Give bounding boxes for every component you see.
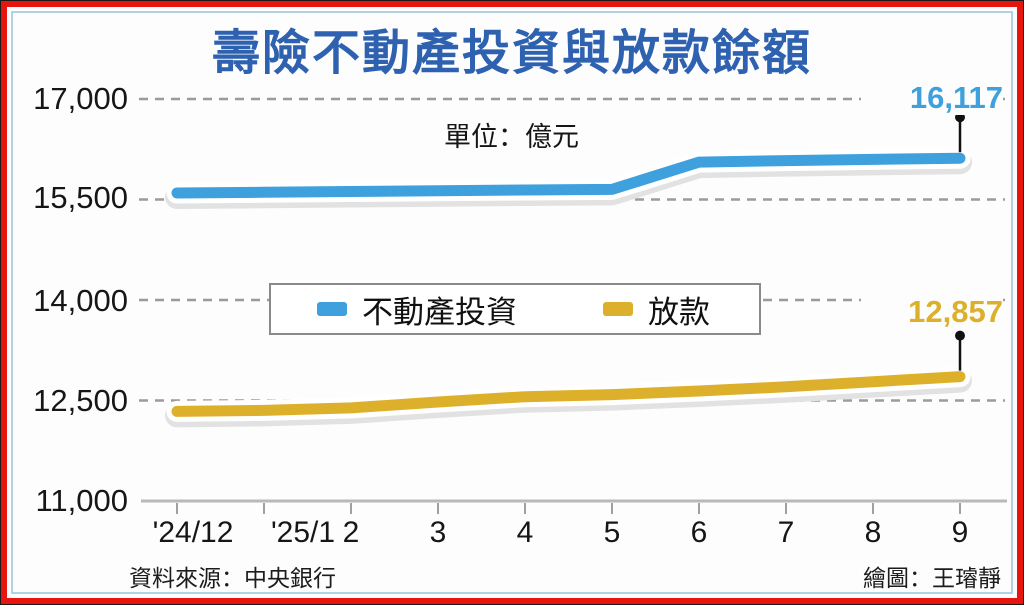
y-axis-label: 17,000 [33, 81, 128, 116]
legend-item-real-estate: 不動產投資 [317, 287, 517, 332]
series-loans-line [165, 330, 972, 428]
x-axis-label: 5 [603, 516, 621, 549]
y-axis-label: 12,500 [33, 383, 128, 418]
legend: 不動產投資 放款 [269, 283, 761, 335]
x-axis-label: 4 [516, 516, 534, 549]
x-axis-label: '24/12 [152, 516, 234, 549]
y-axis-label: 11,000 [35, 483, 128, 518]
series-real-estate-line [165, 112, 972, 209]
x-axis-label: 8 [864, 516, 882, 549]
x-axis-ticks [176, 503, 961, 514]
unit-label: 單位：億元 [444, 122, 579, 152]
illustrator-credit: 繪圖：王璿靜 [863, 565, 1001, 591]
page-title: 壽險不動產投資與放款餘額 [211, 27, 812, 80]
loans-end-value: 12,857 [861, 295, 1003, 329]
callout-dot [955, 330, 965, 341]
x-axis-label: 6 [690, 516, 708, 549]
x-axis-label: 3 [429, 516, 447, 549]
real-estate-swatch-icon [317, 302, 347, 316]
data-source: 資料來源：中央銀行 [129, 565, 336, 591]
x-axis-label: '25/1 [270, 516, 336, 549]
legend-label: 不動產投資 [362, 294, 517, 330]
legend-item-loans: 放款 [603, 287, 710, 332]
x-axis-label: 2 [342, 516, 360, 549]
real-estate-end-value: 16,117 [861, 81, 1003, 115]
x-axis-label: 9 [951, 516, 969, 549]
x-axis-label: 7 [777, 516, 795, 549]
loans-swatch-icon [603, 302, 633, 316]
legend-label: 放款 [648, 294, 710, 330]
y-axis-label: 14,000 [33, 283, 128, 318]
y-axis-label: 15,500 [33, 180, 128, 215]
